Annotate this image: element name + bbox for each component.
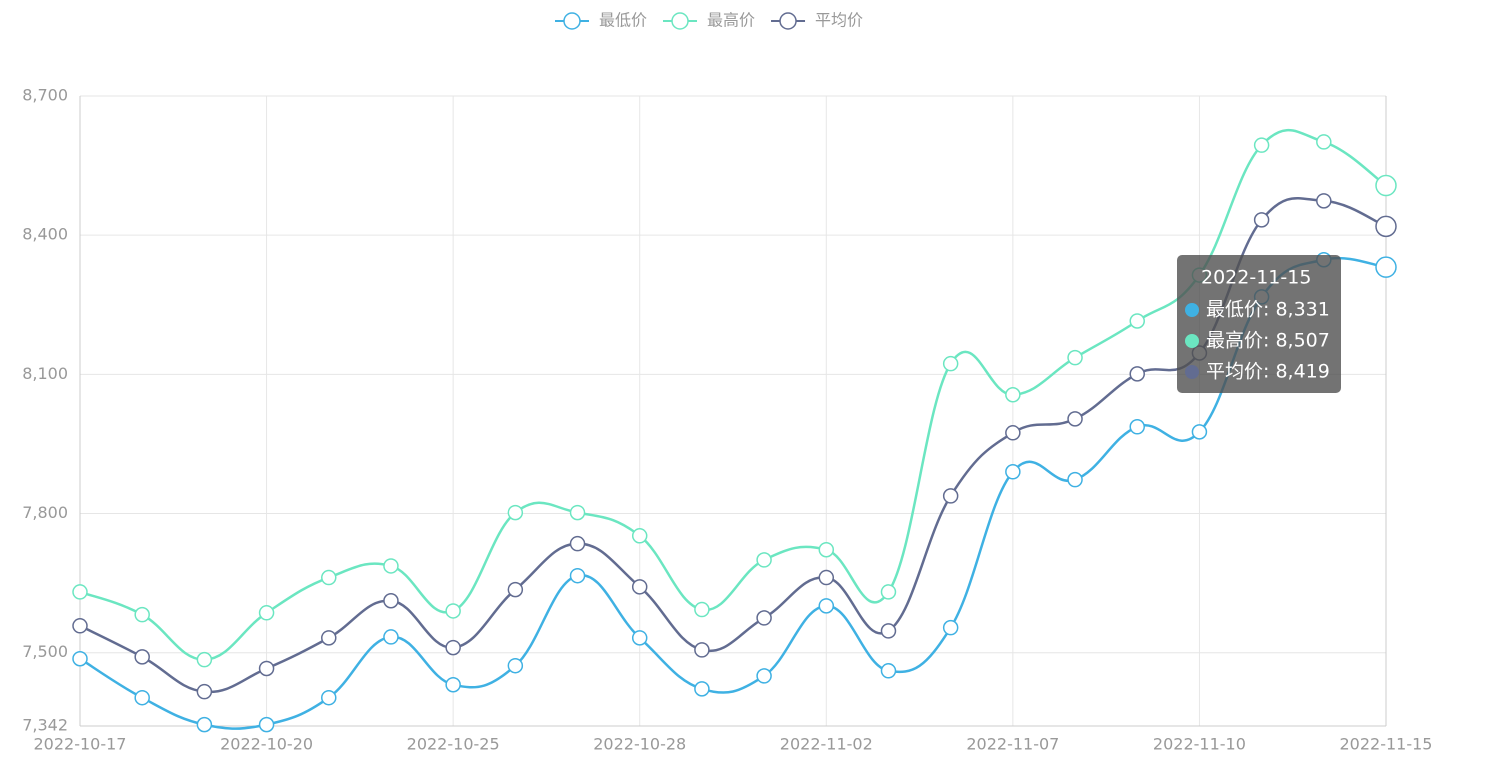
data-point: [694, 681, 710, 697]
data-point: [383, 592, 399, 609]
data-point: [1005, 387, 1021, 403]
data-point: [756, 610, 772, 626]
data-point: [942, 355, 959, 372]
data-point: [569, 535, 586, 552]
data-point: [1375, 215, 1397, 238]
legend-icon: [779, 12, 797, 30]
x-tick-label: 2022-11-15: [1340, 735, 1433, 754]
x-tick-label: 2022-11-07: [966, 735, 1059, 754]
data-point: [507, 657, 524, 674]
data-point: [507, 504, 524, 521]
data-point: [818, 541, 835, 558]
data-point: [1253, 137, 1270, 153]
legend-label: 最低价: [599, 11, 647, 30]
series-line: [79, 196, 1387, 694]
data-point: [1067, 411, 1083, 427]
data-point: [694, 642, 710, 658]
data-point: [631, 528, 648, 544]
data-point: [196, 651, 213, 668]
data-point: [631, 630, 648, 646]
series-line: [79, 128, 1387, 661]
data-point: [1253, 212, 1270, 228]
data-point: [1191, 424, 1208, 440]
data-point: [1005, 425, 1021, 441]
data-point: [1067, 471, 1083, 488]
x-tick-label: 2022-11-02: [780, 735, 873, 754]
tooltip-dot: [1185, 334, 1199, 348]
data-point: [1375, 256, 1397, 278]
tooltip-row: 最低价: 8,331: [1206, 299, 1330, 321]
tooltip-title: 2022-11-15: [1201, 267, 1311, 289]
data-point: [134, 606, 150, 623]
data-point: [1129, 313, 1145, 329]
y-tick-label: 8,100: [22, 364, 68, 383]
data-point: [942, 488, 959, 504]
data-point: [196, 683, 213, 700]
y-tick-label: 8,400: [22, 225, 68, 244]
data-point: [569, 567, 586, 584]
data-point: [1005, 464, 1021, 480]
data-point: [1067, 349, 1083, 366]
data-point: [72, 618, 88, 634]
data-point: [258, 660, 275, 677]
data-point: [445, 676, 461, 693]
data-point: [445, 639, 461, 656]
data-point: [1375, 174, 1397, 197]
x-tick-label: 2022-11-10: [1153, 735, 1246, 754]
data-point: [383, 629, 399, 645]
data-point: [631, 579, 648, 595]
data-point: [880, 663, 897, 679]
data-point: [1129, 366, 1145, 382]
tooltip-row: 最高价: 8,507: [1206, 330, 1330, 352]
y-tick-label: 8,700: [22, 86, 68, 105]
y-tick-label: 7,342: [22, 716, 68, 735]
data-point: [134, 689, 150, 706]
data-point: [258, 605, 275, 621]
legend: 最低价 最高价 平均价: [555, 11, 863, 30]
legend-icon: [563, 12, 581, 30]
tooltip: 2022-11-15 最低价: 8,331 最高价: 8,507 平均价: 8,419: [1177, 255, 1341, 393]
data-point: [383, 558, 399, 574]
x-tick-label: 2022-10-25: [407, 735, 500, 754]
data-point: [321, 630, 337, 646]
tooltip-row: 平均价: 8,419: [1206, 361, 1330, 383]
data-point: [1316, 134, 1332, 150]
data-point: [569, 504, 586, 521]
data-point: [72, 584, 88, 600]
tooltip-dot: [1185, 365, 1199, 379]
data-point: [72, 650, 88, 667]
legend-label: 最高价: [707, 11, 755, 30]
legend-icon: [671, 12, 689, 30]
data-point: [1316, 193, 1332, 209]
data-point: [196, 716, 213, 733]
data-point: [507, 581, 524, 598]
data-point: [818, 569, 835, 586]
data-point: [880, 623, 897, 639]
data-point: [942, 619, 959, 636]
data-point: [258, 716, 275, 733]
x-tick-label: 2022-10-28: [593, 735, 686, 754]
data-point: [445, 603, 461, 619]
x-tick-label: 2022-10-17: [34, 735, 127, 754]
data-point: [134, 649, 150, 665]
y-tick-label: 7,500: [22, 642, 68, 661]
tooltip-box: [1177, 255, 1341, 393]
data-point: [818, 598, 835, 614]
data-point: [321, 569, 337, 586]
legend-label: 平均价: [815, 11, 863, 30]
y-tick-label: 7,800: [22, 503, 68, 522]
data-point: [694, 601, 710, 618]
x-tick-label: 2022-10-20: [220, 735, 313, 754]
data-point: [756, 668, 772, 684]
data-point: [756, 552, 772, 568]
data-point: [321, 689, 337, 706]
data-point: [880, 584, 897, 600]
data-point: [1129, 419, 1145, 435]
tooltip-dot: [1185, 303, 1199, 317]
